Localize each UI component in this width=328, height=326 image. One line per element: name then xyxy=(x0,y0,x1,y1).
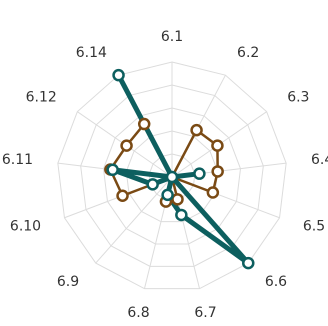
axis-label-2: 6.3 xyxy=(287,89,309,105)
series-0-point-12 xyxy=(137,117,151,131)
axis-label-9: 6.10 xyxy=(10,219,41,235)
axis-labels: 6.1 6.2 6.3 6.4 6.5 6.6 6.7 6.8 6.9 6.10 6.11 6.12 6… xyxy=(2,29,328,321)
series-0-point-4 xyxy=(206,186,220,199)
axis-label-3: 6.4 xyxy=(311,152,328,168)
series-layer xyxy=(104,68,255,270)
grid-ring-3 xyxy=(102,107,242,245)
axis-label-7: 6.8 xyxy=(127,305,149,321)
series-0-point-3 xyxy=(211,165,224,178)
center-point xyxy=(165,170,179,184)
grid-ring-2 xyxy=(125,130,219,223)
axis-label-5: 6.6 xyxy=(265,274,287,290)
series-1-line xyxy=(110,72,251,266)
series-1-point-5 xyxy=(242,256,255,270)
axis-label-6: 6.7 xyxy=(194,305,216,321)
axis-label-1: 6.2 xyxy=(237,45,259,61)
axis-label-10: 6.11 xyxy=(2,152,33,168)
series-0-point-9 xyxy=(116,189,129,203)
axis-label-11: 6.12 xyxy=(26,89,57,105)
grid-ring-4 xyxy=(80,84,264,267)
series-1-point-7 xyxy=(161,188,174,202)
grid-spoke-8 xyxy=(95,176,173,264)
series-1-point-10 xyxy=(106,163,119,177)
axis-label-12: 6.14 xyxy=(76,45,107,61)
series-1-point-3 xyxy=(193,167,206,180)
series-0-point-1 xyxy=(190,123,203,137)
axis-label-0: 6.1 xyxy=(161,29,183,45)
series-0-point-2 xyxy=(211,139,224,152)
axis-label-4: 6.5 xyxy=(303,219,325,235)
series-1-point-9 xyxy=(146,178,159,191)
axis-label-8: 6.9 xyxy=(57,274,79,290)
grid-ring-5 xyxy=(57,61,287,290)
series-0-point-11 xyxy=(120,139,133,152)
series-0-point-6 xyxy=(171,193,184,206)
series-1-point-12 xyxy=(112,68,125,82)
series-1-point-6 xyxy=(175,208,188,222)
